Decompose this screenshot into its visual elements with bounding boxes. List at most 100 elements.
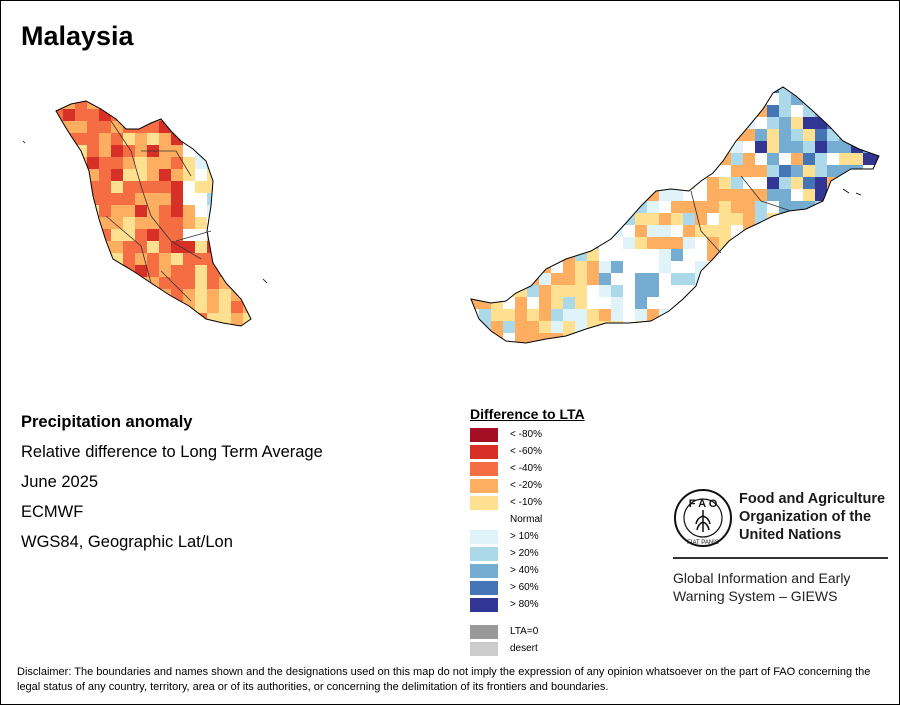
map-cell bbox=[743, 237, 755, 249]
map-cell bbox=[183, 205, 195, 217]
map-cell bbox=[611, 333, 623, 343]
map-cell bbox=[731, 333, 743, 343]
map-cell bbox=[243, 313, 251, 325]
map-cell bbox=[875, 213, 879, 225]
map-cell bbox=[779, 273, 791, 285]
map-cell bbox=[671, 225, 683, 237]
map-cell bbox=[99, 313, 111, 325]
map-cell bbox=[839, 153, 851, 165]
map-cell bbox=[791, 309, 803, 321]
map-cell bbox=[731, 165, 743, 177]
map-cell bbox=[875, 321, 879, 333]
map-cell bbox=[231, 205, 243, 217]
map-cell bbox=[159, 277, 171, 289]
map-cell bbox=[99, 101, 111, 109]
map-cell bbox=[707, 177, 719, 189]
map-cell bbox=[815, 333, 827, 343]
map-cell bbox=[635, 213, 647, 225]
map-cell bbox=[719, 189, 731, 201]
map-cell bbox=[647, 309, 659, 321]
map-cell bbox=[159, 121, 171, 133]
map-cell bbox=[743, 261, 755, 273]
map-cell bbox=[87, 109, 99, 121]
map-cell bbox=[755, 321, 767, 333]
map-cell bbox=[87, 253, 99, 265]
map-cell bbox=[611, 129, 623, 141]
map-cell bbox=[63, 301, 75, 313]
map-cell bbox=[791, 153, 803, 165]
map-cell bbox=[791, 285, 803, 297]
map-cell bbox=[851, 321, 863, 333]
map-cell bbox=[839, 213, 851, 225]
map-cell bbox=[515, 189, 527, 201]
map-cell bbox=[243, 253, 251, 265]
map-cell bbox=[183, 121, 195, 133]
map-cell bbox=[671, 129, 683, 141]
map-cell bbox=[743, 333, 755, 343]
map-cell bbox=[195, 101, 207, 109]
map-cell bbox=[743, 225, 755, 237]
map-cell bbox=[491, 177, 503, 189]
map-cell bbox=[611, 309, 623, 321]
map-cell bbox=[587, 177, 599, 189]
map-cell bbox=[707, 87, 719, 93]
map-cell bbox=[147, 241, 159, 253]
map-cell bbox=[731, 141, 743, 153]
map-cell bbox=[207, 157, 219, 169]
map-cell bbox=[803, 297, 815, 309]
map-cell bbox=[99, 133, 111, 145]
map-cell bbox=[851, 333, 863, 343]
map-cell bbox=[123, 181, 135, 193]
legend-swatch bbox=[470, 462, 498, 476]
map-cell bbox=[147, 253, 159, 265]
map-cell bbox=[599, 141, 611, 153]
map-cell bbox=[183, 253, 195, 265]
map-cell bbox=[587, 261, 599, 273]
map-cell bbox=[87, 217, 99, 229]
map-cell bbox=[255, 181, 267, 193]
map-cell bbox=[195, 133, 207, 145]
map-cell bbox=[851, 105, 863, 117]
map-cell bbox=[587, 189, 599, 201]
map-cell bbox=[671, 309, 683, 321]
map-cell bbox=[719, 129, 731, 141]
map-cell bbox=[527, 237, 539, 249]
map-cell bbox=[471, 93, 479, 105]
map-cell bbox=[707, 309, 719, 321]
map-cell bbox=[599, 285, 611, 297]
map-cell bbox=[183, 289, 195, 301]
map-cell bbox=[767, 225, 779, 237]
map-cell bbox=[875, 93, 879, 105]
fao-name: Food and Agriculture Organization of the… bbox=[739, 491, 886, 543]
legend-swatch bbox=[470, 625, 498, 639]
map-cell bbox=[539, 177, 551, 189]
map-cell bbox=[527, 105, 539, 117]
map-cell bbox=[111, 301, 123, 313]
map-cell bbox=[479, 333, 491, 343]
map-cell bbox=[695, 297, 707, 309]
map-cell bbox=[231, 265, 243, 277]
map-cell bbox=[75, 217, 87, 229]
map-cell bbox=[671, 345, 683, 357]
map-cell bbox=[503, 189, 515, 201]
map-cell bbox=[767, 309, 779, 321]
map-cell bbox=[815, 285, 827, 297]
map-cell bbox=[671, 153, 683, 165]
map-cell bbox=[767, 117, 779, 129]
map-cell bbox=[695, 321, 707, 333]
map-cell bbox=[147, 265, 159, 277]
map-cell bbox=[683, 165, 695, 177]
map-cell bbox=[551, 177, 563, 189]
map-cell bbox=[503, 309, 515, 321]
map-cell bbox=[63, 241, 75, 253]
map-cell bbox=[551, 201, 563, 213]
map-cell bbox=[815, 93, 827, 105]
map-cell bbox=[551, 273, 563, 285]
map-cell bbox=[599, 117, 611, 129]
map-cell bbox=[87, 289, 99, 301]
map-cell bbox=[171, 181, 183, 193]
map-cell bbox=[207, 193, 219, 205]
map-cell bbox=[551, 237, 563, 249]
map-cell bbox=[111, 193, 123, 205]
map-cell bbox=[471, 87, 479, 93]
